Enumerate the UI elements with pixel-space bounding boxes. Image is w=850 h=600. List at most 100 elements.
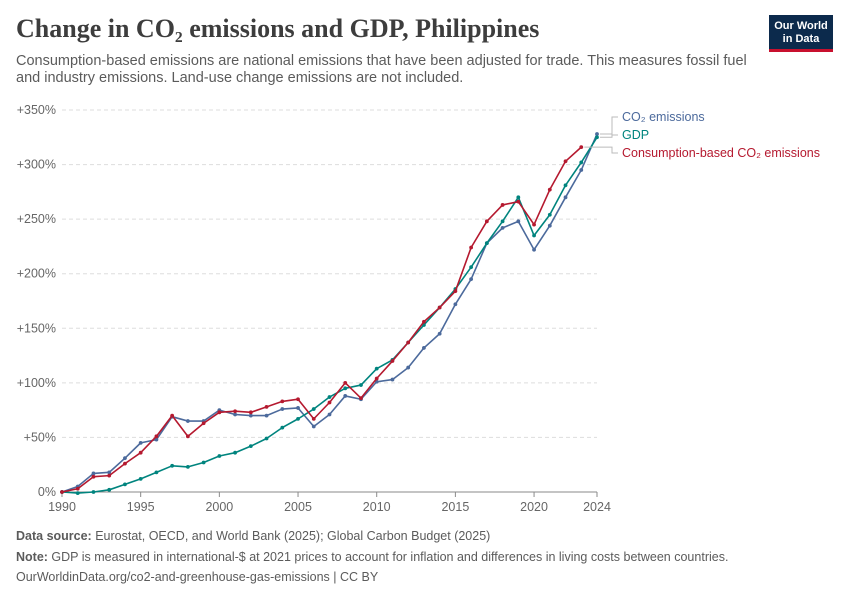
- data-point: [374, 366, 379, 371]
- data-point: [327, 400, 332, 405]
- data-point: [123, 482, 127, 487]
- data-point: [327, 395, 332, 399]
- data-point: [516, 219, 521, 224]
- data-point: [469, 265, 474, 270]
- data-point: [516, 199, 521, 204]
- chart-title: Change in CO₂ emissions and GDP, Philipp…: [16, 14, 540, 43]
- data-point: [185, 434, 190, 439]
- data-point: [579, 145, 584, 150]
- data-point: [123, 456, 127, 461]
- data-point: [484, 219, 489, 224]
- series-line: [61, 136, 598, 494]
- data-point: [547, 212, 552, 217]
- data-point: [532, 247, 536, 252]
- data-point: [170, 413, 175, 418]
- data-point: [91, 474, 96, 479]
- y-tick-label: +50%: [24, 430, 56, 444]
- data-point: [280, 407, 285, 411]
- data-point: [547, 187, 552, 192]
- data-point: [201, 421, 206, 426]
- source-text: Eurostat, OECD, and World Bank (2025); G…: [91, 529, 491, 543]
- data-source: Data source: Eurostat, OECD, and World B…: [16, 529, 490, 543]
- data-point: [75, 486, 80, 491]
- data-point: [248, 410, 253, 415]
- series-line: [61, 146, 582, 493]
- y-tick-label: +350%: [17, 103, 56, 117]
- data-point: [233, 409, 237, 414]
- data-point: [280, 399, 285, 404]
- data-point: [296, 397, 300, 402]
- x-tick-label: 2020: [520, 500, 548, 514]
- data-point: [201, 460, 206, 465]
- data-point: [563, 159, 568, 164]
- data-point: [170, 463, 175, 468]
- series-line: [61, 133, 598, 493]
- y-tick-label: +300%: [17, 158, 56, 172]
- y-tick-label: 0%: [38, 485, 56, 499]
- data-point: [547, 223, 552, 228]
- x-tick-label: 2005: [284, 500, 312, 514]
- data-point: [138, 440, 143, 445]
- data-point: [484, 241, 489, 246]
- data-point: [453, 289, 458, 294]
- legend-label: GDP: [622, 128, 649, 142]
- data-point: [500, 203, 505, 207]
- data-point: [107, 473, 112, 478]
- legend-connector: [584, 146, 618, 154]
- data-point: [359, 383, 363, 387]
- data-point: [311, 416, 316, 421]
- data-point: [60, 490, 64, 494]
- x-tick-label: 2000: [205, 500, 233, 514]
- data-point: [422, 346, 426, 350]
- x-tick-label: 2024: [583, 500, 611, 514]
- note-label: Note:: [16, 550, 48, 564]
- data-point: [532, 222, 536, 227]
- data-point: [91, 490, 96, 494]
- data-point: [500, 225, 505, 230]
- data-point: [217, 454, 222, 458]
- data-point: [311, 424, 316, 429]
- data-point: [217, 410, 222, 415]
- data-point: [138, 477, 143, 481]
- data-point: [154, 470, 159, 475]
- data-point: [579, 168, 584, 172]
- data-point: [563, 195, 568, 200]
- data-point: [390, 359, 395, 363]
- data-point: [469, 245, 474, 250]
- data-point: [264, 436, 269, 441]
- data-point: [311, 407, 316, 411]
- data-point: [248, 413, 253, 418]
- data-point: [185, 419, 190, 423]
- data-point: [563, 183, 568, 188]
- data-point: [75, 491, 80, 495]
- data-point: [469, 277, 474, 282]
- legend-connector: [600, 116, 618, 135]
- data-point: [138, 450, 143, 455]
- data-point: [595, 135, 599, 140]
- legend-connector: [600, 134, 618, 138]
- data-point: [233, 450, 237, 455]
- legend-label: Consumption-based CO₂ emissions: [622, 146, 820, 160]
- data-point: [296, 416, 300, 421]
- x-tick-label: 2015: [441, 500, 469, 514]
- data-point: [422, 319, 426, 324]
- data-point: [406, 340, 411, 345]
- data-point: [500, 219, 505, 224]
- data-point: [107, 487, 112, 492]
- owid-logo[interactable]: Our World in Data: [769, 15, 833, 52]
- note-text: GDP is measured in international-$ at 20…: [47, 550, 729, 564]
- data-point: [233, 412, 237, 417]
- data-point: [516, 195, 521, 200]
- legend-label: CO₂ emissions: [622, 110, 705, 124]
- data-point: [595, 132, 599, 136]
- y-tick-label: +150%: [17, 321, 56, 335]
- x-tick-label: 2010: [363, 500, 391, 514]
- data-point: [359, 396, 363, 401]
- data-point: [91, 471, 96, 476]
- data-point: [154, 434, 159, 439]
- source-url[interactable]: OurWorldinData.org/co2-and-greenhouse-ga…: [16, 570, 379, 584]
- data-point: [453, 302, 458, 307]
- data-point: [327, 412, 332, 417]
- data-point: [185, 464, 190, 469]
